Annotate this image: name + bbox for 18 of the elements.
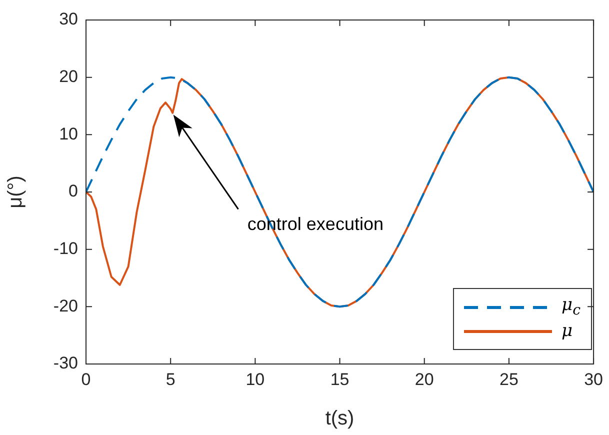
- y-tick-label: 20: [59, 67, 78, 86]
- x-tick-label: 25: [499, 370, 518, 389]
- x-tick-label: 15: [330, 370, 350, 389]
- y-tick-label: 30: [59, 10, 78, 29]
- legend-label: μ: [562, 321, 573, 341]
- x-tick-label: 30: [584, 370, 604, 389]
- y-tick-label: -10: [53, 239, 78, 258]
- x-axis-title: t(s): [325, 408, 354, 430]
- y-tick-label: 0: [68, 182, 78, 201]
- y-axis-title: μ(°): [4, 176, 27, 208]
- y-tick-label: 10: [59, 124, 78, 144]
- x-tick-label: 10: [246, 370, 265, 389]
- x-tick-label: 20: [414, 370, 434, 389]
- y-tick-label: -30: [53, 354, 78, 373]
- y-tick-label: -20: [53, 296, 78, 316]
- legend-label: μ$_{c}$: [562, 295, 581, 319]
- x-tick-label: 5: [166, 370, 176, 389]
- x-tick-label: 0: [81, 370, 91, 389]
